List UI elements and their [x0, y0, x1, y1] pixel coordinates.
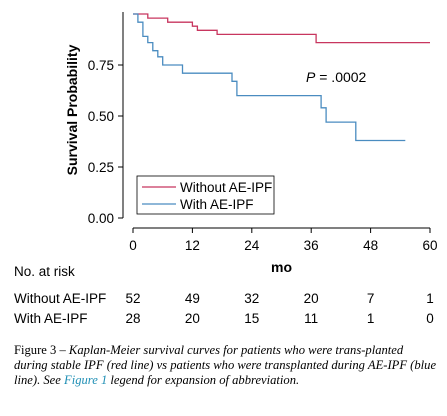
risk-count: 49	[184, 291, 200, 306]
risk-row-label: With AE-IPF	[14, 311, 88, 326]
caption-text-end: legend for expansion of abbreviation.	[107, 373, 300, 387]
risk-count: 20	[303, 291, 319, 306]
series-line-2	[133, 13, 406, 142]
risk-count: 11	[304, 311, 319, 326]
risk-count: 1	[366, 311, 375, 326]
risk-count: 7	[366, 291, 375, 306]
risk-count: 0	[426, 311, 434, 326]
legend-box	[136, 175, 275, 215]
legend-entry: Without AE-IPF	[180, 180, 272, 195]
x-tick-label: 24	[244, 238, 260, 253]
risk-count: 15	[244, 311, 260, 326]
legend-entry: With AE-IPF	[180, 197, 254, 212]
y-tick-label: 0.50	[88, 109, 114, 124]
risk-count: 20	[184, 311, 200, 326]
series-line-1	[133, 13, 430, 44]
x-tick-label: 60	[422, 238, 437, 253]
y-tick-label: 0.25	[88, 160, 114, 175]
chart-axes: 0.00 0.25 0.50 0.75 Survival Probability 0 12 2…	[64, 12, 438, 275]
risk-table-title: No. at risk	[14, 264, 75, 279]
risk-count: 32	[244, 291, 260, 306]
x-tick-label: 36	[304, 238, 319, 253]
x-tick-label: 0	[129, 238, 137, 253]
x-tick-label: 12	[185, 238, 200, 253]
risk-count: 52	[125, 291, 141, 306]
x-axis-label: mo	[271, 259, 292, 275]
p-value-annotation: P = .0002	[306, 69, 367, 85]
chart-legend: Without AE-IPF With AE-IPF	[136, 175, 275, 215]
figure-caption: Figure 3 – Kaplan-Meier survival curves …	[14, 343, 439, 388]
risk-count: 1	[426, 291, 434, 306]
caption-figure-label: Figure 3 –	[14, 343, 69, 357]
survival-chart: 0.00 0.25 0.50 0.75 Survival Probability 0 12 2…	[64, 12, 438, 275]
y-tick-label: 0.00	[88, 211, 114, 226]
caption-figure-link[interactable]: Figure 1	[64, 373, 108, 387]
chart-curves	[133, 13, 430, 142]
risk-count: 28	[125, 311, 141, 326]
y-tick-label: 0.75	[88, 58, 114, 73]
x-tick-label: 48	[363, 238, 378, 253]
risk-row-label: Without AE-IPF	[14, 291, 107, 306]
y-axis-label: Survival Probability	[64, 44, 80, 175]
caption-text: Kaplan-Meier survival curves for patient…	[14, 343, 437, 387]
